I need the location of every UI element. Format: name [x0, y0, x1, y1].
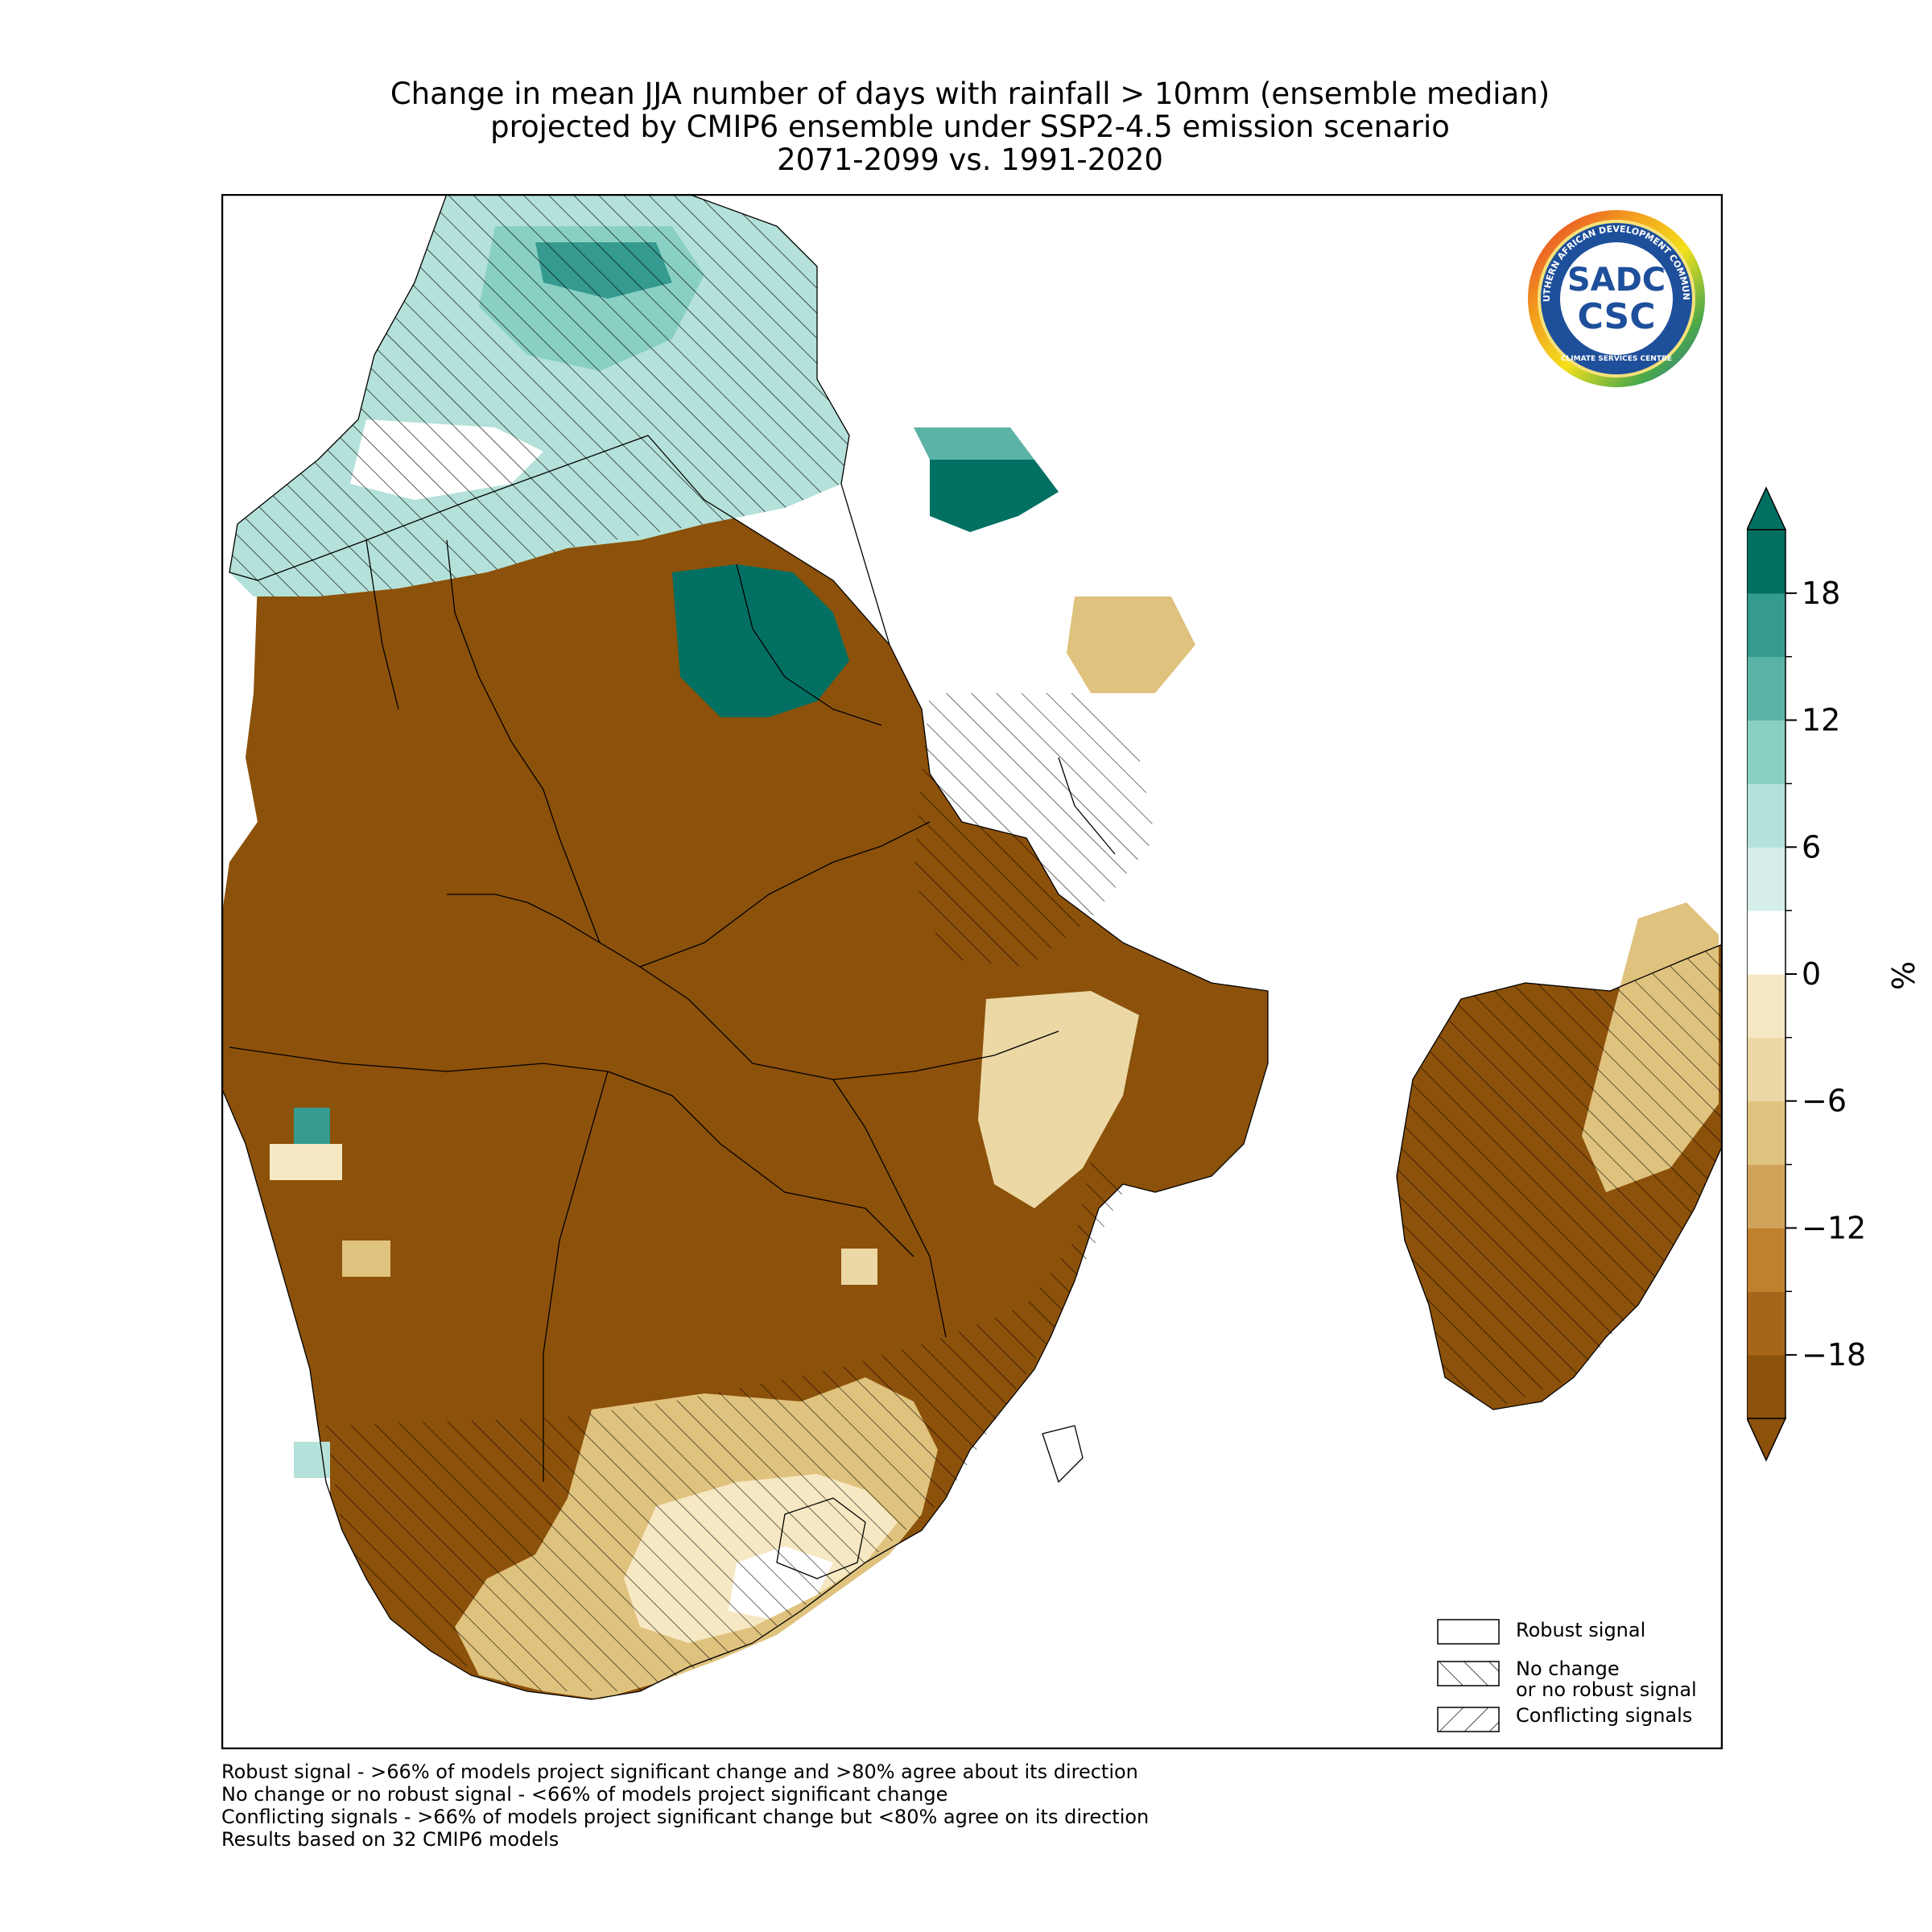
- colorbar-tick-label: 12: [1802, 703, 1840, 738]
- hatch-north: [229, 194, 849, 597]
- legend-label-conflicting: Conflicting signals: [1516, 1704, 1693, 1727]
- colorbar-tick-label: 6: [1802, 829, 1821, 865]
- colorbar-tick-label: −6: [1802, 1084, 1847, 1119]
- land-wet-ne-light: [914, 427, 1034, 460]
- logo-mark-top: SADC: [1567, 262, 1666, 299]
- colorbar-segment: [1747, 783, 1785, 848]
- map-svg: [221, 194, 1723, 1749]
- title-line-1: Change in mean JJA number of days with r…: [390, 76, 1550, 111]
- cell-west-tan-1: [342, 1241, 390, 1277]
- colorbar-segment: [1747, 1164, 1785, 1228]
- legend-item-robust: Robust signal: [1435, 1616, 1725, 1655]
- colorbar-segment: [1747, 1037, 1785, 1102]
- legend-swatch-conflicting: [1437, 1707, 1500, 1732]
- land-east-tan: [1067, 597, 1195, 693]
- colorbar-extend-min: [1745, 1418, 1787, 1462]
- cell-west-teal-1: [294, 1108, 330, 1144]
- sadc-csc-logo: SOUTHERN AFRICAN DEVELOPMENT COMMUNITY S…: [1521, 200, 1707, 390]
- colorbar-segment: [1747, 656, 1785, 721]
- map-panel: [221, 194, 1723, 1749]
- title-line-3: 2071-2099 vs. 1991-2020: [777, 142, 1163, 177]
- footnote-2: No change or no robust signal - <66% of …: [221, 1783, 948, 1806]
- colorbar-svg: 18 12 6 0 −6 −12 −18: [1745, 486, 1866, 1462]
- legend-item-no-change: No change or no robust signal: [1435, 1655, 1725, 1702]
- colorbar-segment: [1747, 720, 1785, 784]
- colorbar-tick-label: −12: [1802, 1210, 1866, 1245]
- title-line-2: projected by CMIP6 ensemble under SSP2-4…: [490, 109, 1450, 144]
- cell-west-light-1: [270, 1144, 342, 1180]
- legend-item-conflicting: Conflicting signals: [1435, 1702, 1725, 1740]
- legend-label-no-change-1: No change: [1516, 1657, 1620, 1680]
- logo-mark-bottom: CSC: [1577, 296, 1655, 337]
- cell-west-white: [294, 1478, 330, 1514]
- colorbar-tick-label: −18: [1802, 1337, 1866, 1373]
- colorbar-segment: [1747, 910, 1785, 975]
- legend-swatch-no-change: [1437, 1661, 1500, 1686]
- country-borders: [221, 194, 1723, 1700]
- colorbar-tick-label: 0: [1802, 956, 1821, 992]
- colorbar-unit: %: [1886, 960, 1922, 991]
- colorbar-extend-max: [1745, 486, 1787, 530]
- colorbar-segment: [1747, 530, 1785, 594]
- colorbar-segment: [1747, 847, 1785, 911]
- cell-east-tan-1: [841, 1249, 877, 1285]
- hatch-south: [326, 1160, 1123, 1691]
- footnotes: Robust signal - >66% of models project s…: [221, 1761, 1149, 1851]
- footnote-1: Robust signal - >66% of models project s…: [221, 1761, 1138, 1783]
- colorbar-segment: [1747, 974, 1785, 1038]
- colorbar-tick-label: 18: [1802, 576, 1840, 611]
- legend-swatch-robust: [1437, 1619, 1500, 1645]
- legend-label-no-change: No change or no robust signal: [1516, 1658, 1697, 1700]
- legend-label-robust: Robust signal: [1516, 1619, 1646, 1641]
- hatch-madagascar: [1397, 944, 1723, 1410]
- colorbar-segment: [1747, 592, 1785, 658]
- hatch-east: [914, 693, 1155, 967]
- legend-label-no-change-2: or no robust signal: [1516, 1678, 1697, 1701]
- land-wet-ne: [930, 460, 1059, 532]
- logo-ring-text-bottom: CLIMATE SERVICES CENTRE: [1561, 355, 1672, 363]
- colorbar-segment: [1747, 1291, 1785, 1356]
- map-border: [221, 194, 1723, 1749]
- colorbar: 18 12 6 0 −6 −12 −18: [1745, 483, 1932, 1465]
- cell-west-light-2: [294, 1442, 330, 1478]
- colorbar-segment: [1747, 1100, 1785, 1166]
- chart-title: Change in mean JJA number of days with r…: [217, 77, 1723, 176]
- footnote-4: Results based on 32 CMIP6 models: [221, 1828, 559, 1851]
- colorbar-segment: [1747, 1355, 1785, 1419]
- colorbar-segment: [1747, 1228, 1785, 1292]
- land-east-transition: [978, 991, 1139, 1208]
- legend: Robust signal No change or no robust sig…: [1435, 1616, 1725, 1740]
- footnote-3: Conflicting signals - >66% of models pro…: [221, 1806, 1150, 1828]
